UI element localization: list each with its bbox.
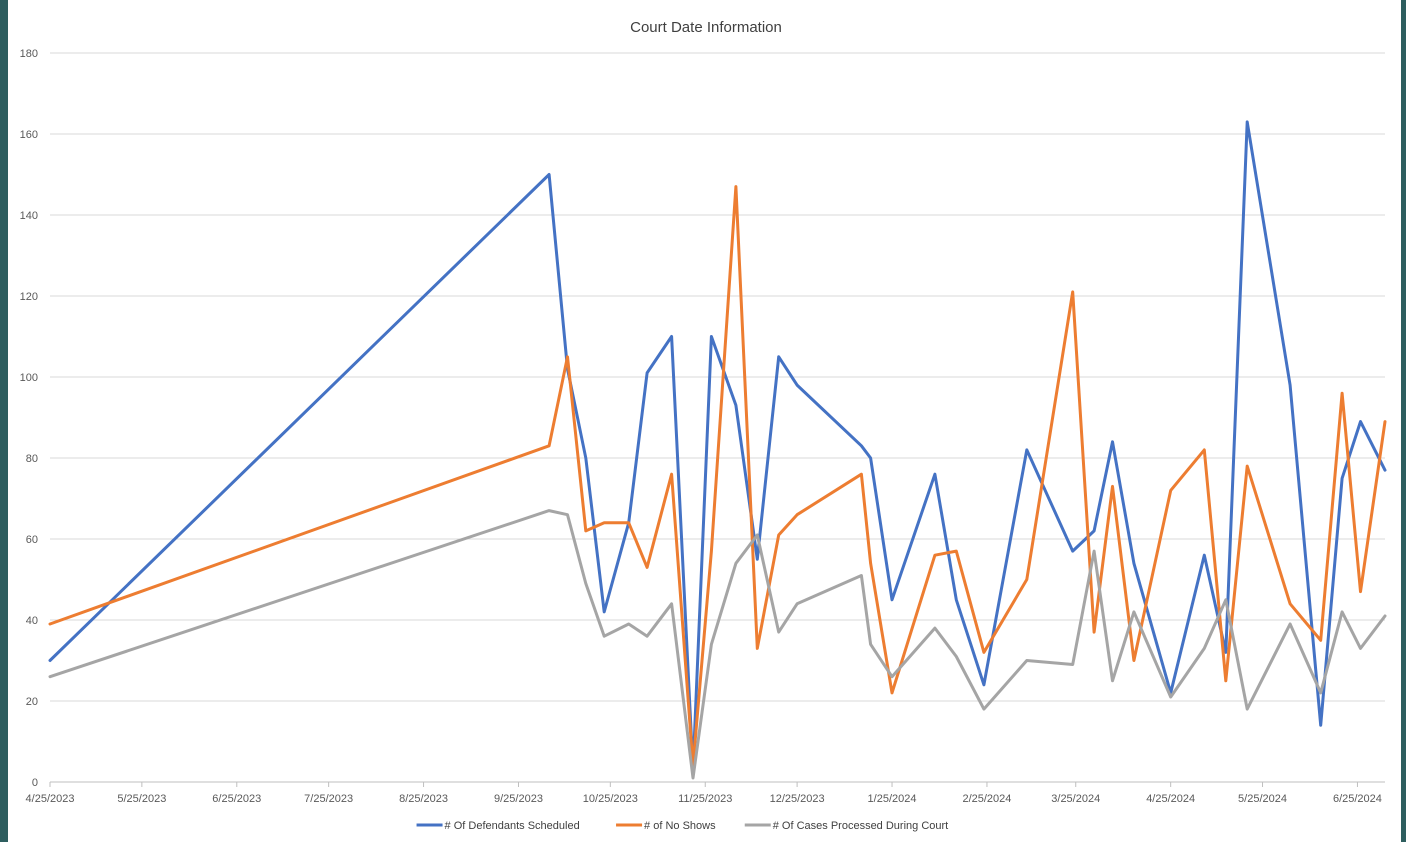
series-line	[48, 120, 1387, 772]
legend-label: # Of Defendants Scheduled	[445, 820, 580, 832]
y-tick-label: 20	[26, 696, 38, 708]
y-tick-label: 120	[20, 291, 38, 303]
x-tick-label: 1/25/2024	[868, 793, 917, 805]
legend: # Of Defendants Scheduled # of No Shows # …	[416, 820, 948, 832]
x-tick-label: 10/25/2023	[583, 793, 638, 805]
series-line	[48, 185, 1387, 768]
y-axis: 0 20 40 60 80 100 120 140 160 180	[20, 48, 38, 789]
x-tick-label: 8/25/2023	[399, 793, 448, 805]
x-tick-label: 5/25/2023	[117, 793, 166, 805]
y-tick-label: 140	[20, 210, 38, 222]
y-tick-label: 100	[20, 372, 38, 384]
x-tick-label: 3/25/2024	[1051, 793, 1100, 805]
x-tick-label: 4/25/2024	[1146, 793, 1195, 805]
chart-frame: Court Date Information 0 20 40 60 80 100 120 14…	[8, 0, 1401, 842]
x-tick-label: 4/25/2023	[26, 793, 75, 805]
y-tick-label: 80	[26, 453, 38, 465]
y-tick-label: 60	[26, 534, 38, 546]
x-tick-label: 6/25/2024	[1333, 793, 1382, 805]
chart-title: Court Date Information	[630, 19, 782, 36]
gridlines	[50, 52, 1385, 702]
y-tick-label: 40	[26, 615, 38, 627]
series-lines	[48, 120, 1387, 780]
legend-label: # Of Cases Processed During Court	[773, 820, 948, 832]
x-tick-label: 6/25/2023	[212, 793, 261, 805]
x-tick-label: 11/25/2023	[678, 793, 732, 805]
x-tick-label: 9/25/2023	[494, 793, 543, 805]
x-tick-label: 2/25/2024	[962, 793, 1011, 805]
x-tick-label: 5/25/2024	[1238, 793, 1287, 805]
series-line	[48, 509, 1387, 780]
y-tick-label: 180	[20, 48, 38, 60]
x-tick-label: 12/25/2023	[770, 793, 825, 805]
y-tick-label: 160	[20, 129, 38, 141]
legend-label: # of No Shows	[644, 820, 716, 832]
x-axis: 4/25/2023 5/25/2023 6/25/2023 7/25/2023 8/25…	[26, 781, 1385, 805]
y-tick-label: 0	[32, 777, 38, 789]
x-tick-label: 7/25/2023	[304, 793, 353, 805]
line-chart: Court Date Information 0 20 40 60 80 100 120 14…	[20, 19, 1387, 832]
